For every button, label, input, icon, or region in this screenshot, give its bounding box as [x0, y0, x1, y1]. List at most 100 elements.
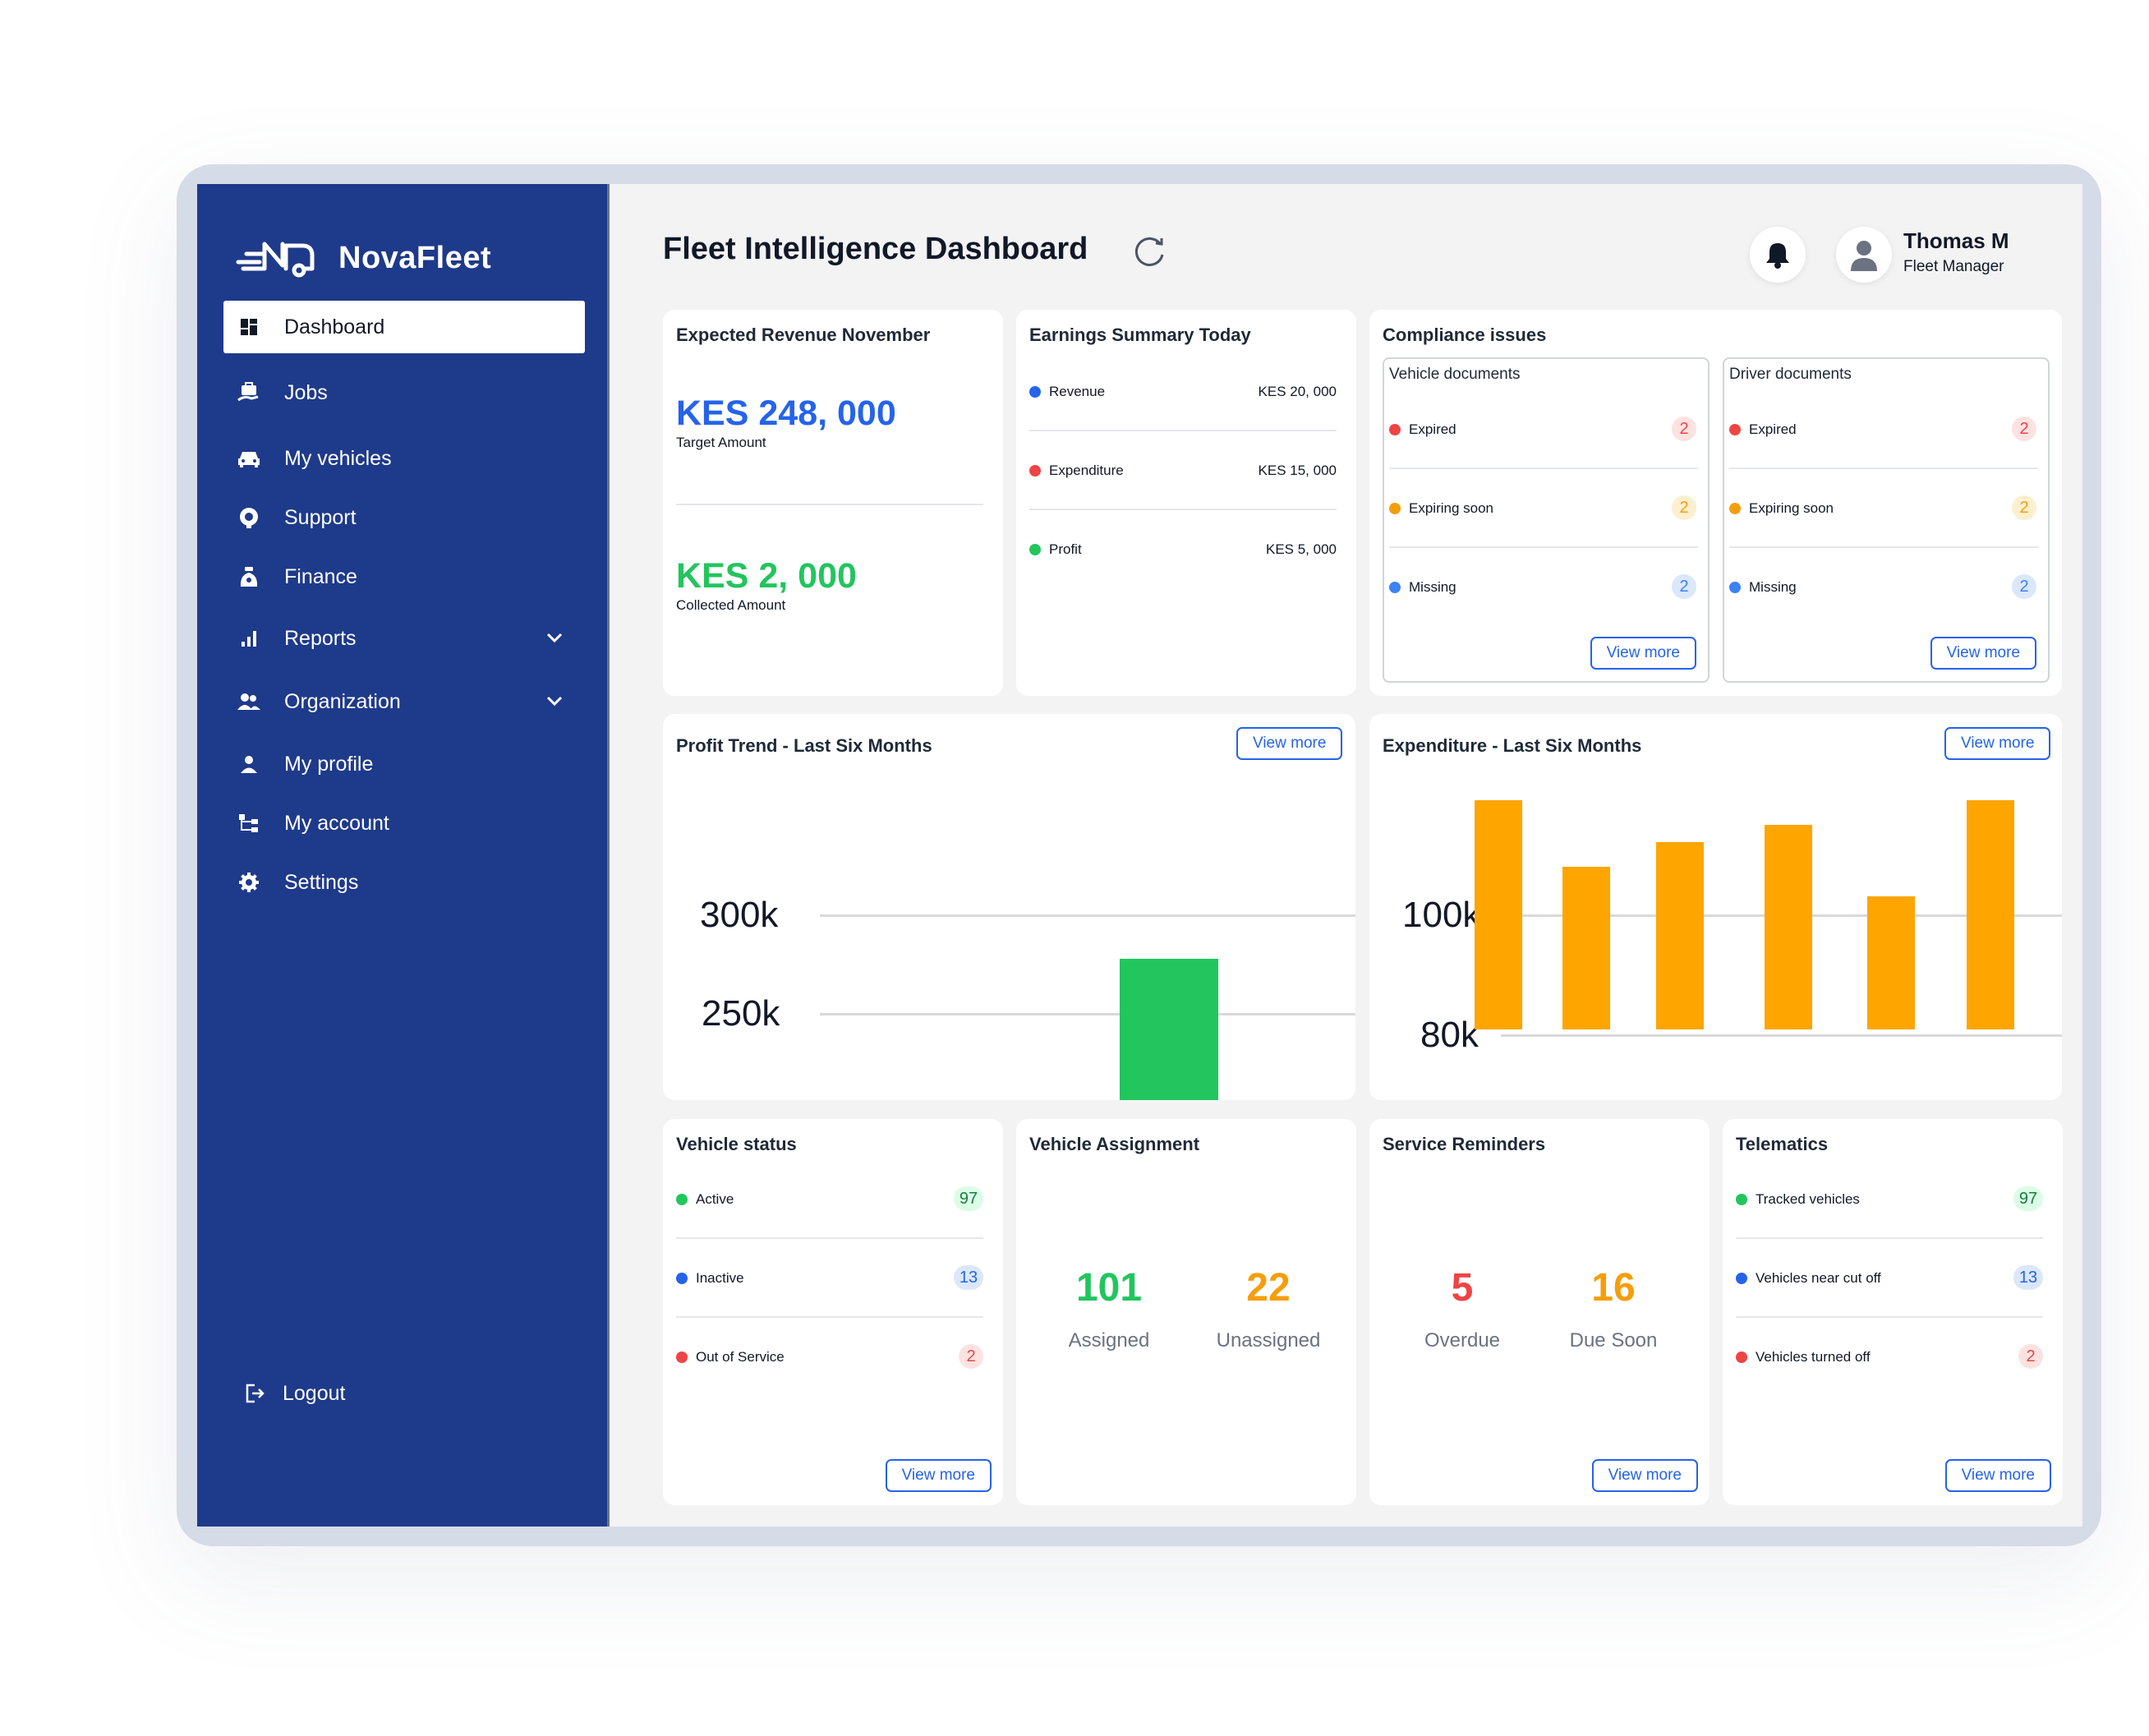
count-badge: 2	[2012, 417, 2036, 441]
telematics-card: Telematics Tracked vehicles 97 Vehicles …	[1723, 1119, 2063, 1505]
people-icon	[235, 688, 263, 716]
nav-finance[interactable]: Finance	[223, 550, 585, 603]
profit-trend-card: Profit Trend - Last Six Months View more…	[663, 714, 1355, 1100]
profit-value: KES 5, 000	[1265, 541, 1337, 557]
nav-my-vehicles[interactable]: My vehicles	[223, 432, 585, 485]
gridline	[1501, 1034, 2062, 1037]
status-dot	[1729, 503, 1741, 514]
dashboard-icon	[235, 313, 263, 341]
count-badge: 13	[2013, 1265, 2043, 1290]
nav-jobs[interactable]: Jobs	[223, 366, 585, 419]
row-label: Tracked vehicles	[1756, 1191, 1860, 1207]
count-badge: 2	[1672, 417, 1696, 441]
divider	[676, 1316, 983, 1318]
service-reminders-card: Service Reminders 5 Overdue 16 Due Soon …	[1369, 1119, 1710, 1505]
status-dot	[1729, 424, 1741, 435]
logout-button[interactable]: Logout	[230, 1367, 591, 1420]
list-item: Out of Service	[676, 1349, 785, 1365]
unassigned-label: Unassigned	[1216, 1329, 1321, 1352]
chart-bar	[1765, 824, 1812, 1029]
nav-organization-label: Organization	[284, 689, 401, 713]
app-screen: NovaFleet Dashboard Jobs My vehicles Sup	[197, 184, 2082, 1526]
row-label: Missing	[1749, 579, 1797, 595]
nav-reports[interactable]: Reports	[223, 612, 585, 665]
status-dot	[1029, 386, 1041, 398]
nav-dashboard-label: Dashboard	[284, 315, 385, 338]
row-label: Active	[696, 1191, 734, 1207]
collected-amount-value: KES 2, 000	[676, 556, 857, 596]
card-title: Expected Revenue November	[676, 325, 931, 345]
chevron-down-icon[interactable]	[544, 690, 565, 711]
list-item: Inactive	[676, 1270, 744, 1287]
status-dot	[1736, 1194, 1747, 1205]
nav-support[interactable]: Support	[223, 491, 585, 544]
row-label: Expenditure	[1049, 463, 1124, 478]
support-icon	[235, 504, 263, 532]
nav-my-account[interactable]: My account	[223, 797, 585, 850]
due-soon-count: 16	[1591, 1266, 1636, 1310]
row-label: Expiring soon	[1749, 500, 1834, 516]
card-title: Expenditure - Last Six Months	[1383, 735, 1642, 756]
view-more-button[interactable]: View more	[1591, 1459, 1698, 1492]
card-title: Vehicle status	[676, 1134, 797, 1154]
list-item: Expired	[1729, 421, 1797, 438]
unassigned-count: 22	[1246, 1266, 1291, 1310]
brand-name: NovaFleet	[338, 240, 492, 275]
nav-dashboard[interactable]: Dashboard	[223, 301, 585, 353]
nav-settings[interactable]: Settings	[223, 856, 585, 909]
briefcase-icon	[235, 379, 263, 407]
chevron-down-icon[interactable]	[544, 627, 565, 648]
driver-documents-box: Driver documents Expired 2 Expiring soon…	[1723, 357, 2050, 683]
revenue-value: KES 20, 000	[1258, 384, 1337, 399]
status-dot	[1729, 582, 1741, 593]
count-badge: 2	[959, 1344, 983, 1369]
view-more-button[interactable]: View more	[1236, 727, 1343, 760]
logout-label: Logout	[283, 1381, 346, 1405]
view-more-button[interactable]: View more	[1944, 727, 2051, 760]
card-title: Compliance issues	[1383, 325, 1547, 345]
list-item: Missing	[1729, 579, 1797, 596]
box-title: Driver documents	[1729, 366, 1852, 383]
status-dot	[676, 1273, 688, 1284]
status-dot	[1736, 1352, 1747, 1363]
view-more-button[interactable]: View more	[1944, 1459, 2051, 1492]
earnings-summary-card: Earnings Summary Today Revenue KES 20, 0…	[1016, 310, 1356, 696]
user-avatar-icon	[1851, 241, 1877, 271]
view-more-button[interactable]: View more	[885, 1459, 992, 1492]
view-more-button[interactable]: View more	[1590, 637, 1696, 670]
status-dot	[1389, 503, 1401, 514]
status-dot	[676, 1194, 688, 1205]
notifications-button[interactable]	[1750, 227, 1806, 283]
refresh-icon[interactable]	[1131, 233, 1169, 271]
list-item: Missing	[1389, 579, 1456, 596]
count-badge: 2	[2012, 495, 2036, 520]
avatar[interactable]	[1836, 227, 1892, 283]
y-tick-label: 100k	[1402, 895, 1481, 935]
gridline	[820, 1013, 1355, 1015]
row-label: Missing	[1409, 579, 1456, 595]
car-icon	[235, 444, 263, 472]
row-label: Vehicles turned off	[1756, 1349, 1871, 1365]
list-item: Tracked vehicles	[1736, 1191, 1860, 1208]
user-role: Fleet Manager	[1903, 258, 2004, 275]
view-more-button[interactable]: View more	[1930, 637, 2036, 670]
expected-revenue-card: Expected Revenue November KES 248, 000 T…	[663, 310, 1003, 696]
row-label: Profit	[1049, 541, 1082, 557]
overdue-count: 5	[1451, 1266, 1474, 1310]
list-item: Vehicles near cut off	[1736, 1270, 1881, 1287]
page-title: Fleet Intelligence Dashboard	[663, 232, 1088, 266]
divider	[1389, 546, 1698, 548]
compliance-card: Compliance issues Vehicle documents Expi…	[1369, 310, 2062, 696]
list-item: Profit	[1029, 541, 1082, 558]
target-amount-label: Target Amount	[676, 435, 766, 450]
count-badge: 2	[2018, 1344, 2043, 1369]
nav-my-profile[interactable]: My profile	[223, 738, 585, 790]
chart-bar	[1656, 842, 1704, 1029]
chart-bar	[1967, 800, 2014, 1029]
list-item: Active	[676, 1191, 734, 1208]
list-item: Expiring soon	[1729, 500, 1834, 517]
nav-organization[interactable]: Organization	[223, 675, 585, 728]
brand-logo[interactable]: NovaFleet	[235, 233, 491, 283]
vehicle-status-card: Vehicle status Active 97 Inactive 13 Out…	[663, 1119, 1003, 1505]
row-label: Expiring soon	[1409, 500, 1494, 516]
